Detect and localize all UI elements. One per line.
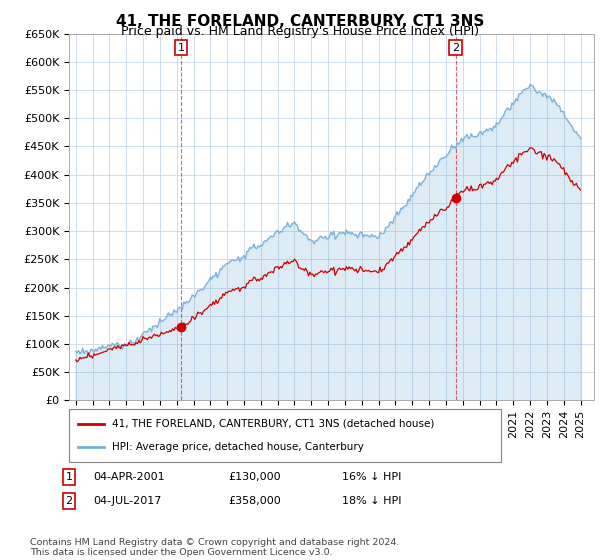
Text: 41, THE FORELAND, CANTERBURY, CT1 3NS: 41, THE FORELAND, CANTERBURY, CT1 3NS	[116, 14, 484, 29]
Text: £358,000: £358,000	[228, 496, 281, 506]
Text: 1: 1	[178, 43, 184, 53]
Text: 18% ↓ HPI: 18% ↓ HPI	[342, 496, 401, 506]
Text: 04-JUL-2017: 04-JUL-2017	[93, 496, 161, 506]
Text: 04-APR-2001: 04-APR-2001	[93, 472, 164, 482]
Text: 41, THE FORELAND, CANTERBURY, CT1 3NS (detached house): 41, THE FORELAND, CANTERBURY, CT1 3NS (d…	[112, 419, 434, 429]
Text: Contains HM Land Registry data © Crown copyright and database right 2024.
This d: Contains HM Land Registry data © Crown c…	[30, 538, 400, 557]
Text: Price paid vs. HM Land Registry's House Price Index (HPI): Price paid vs. HM Land Registry's House …	[121, 25, 479, 38]
Text: HPI: Average price, detached house, Canterbury: HPI: Average price, detached house, Cant…	[112, 442, 364, 452]
Text: 2: 2	[65, 496, 73, 506]
Text: 1: 1	[65, 472, 73, 482]
Text: 16% ↓ HPI: 16% ↓ HPI	[342, 472, 401, 482]
Text: £130,000: £130,000	[228, 472, 281, 482]
Text: 2: 2	[452, 43, 459, 53]
